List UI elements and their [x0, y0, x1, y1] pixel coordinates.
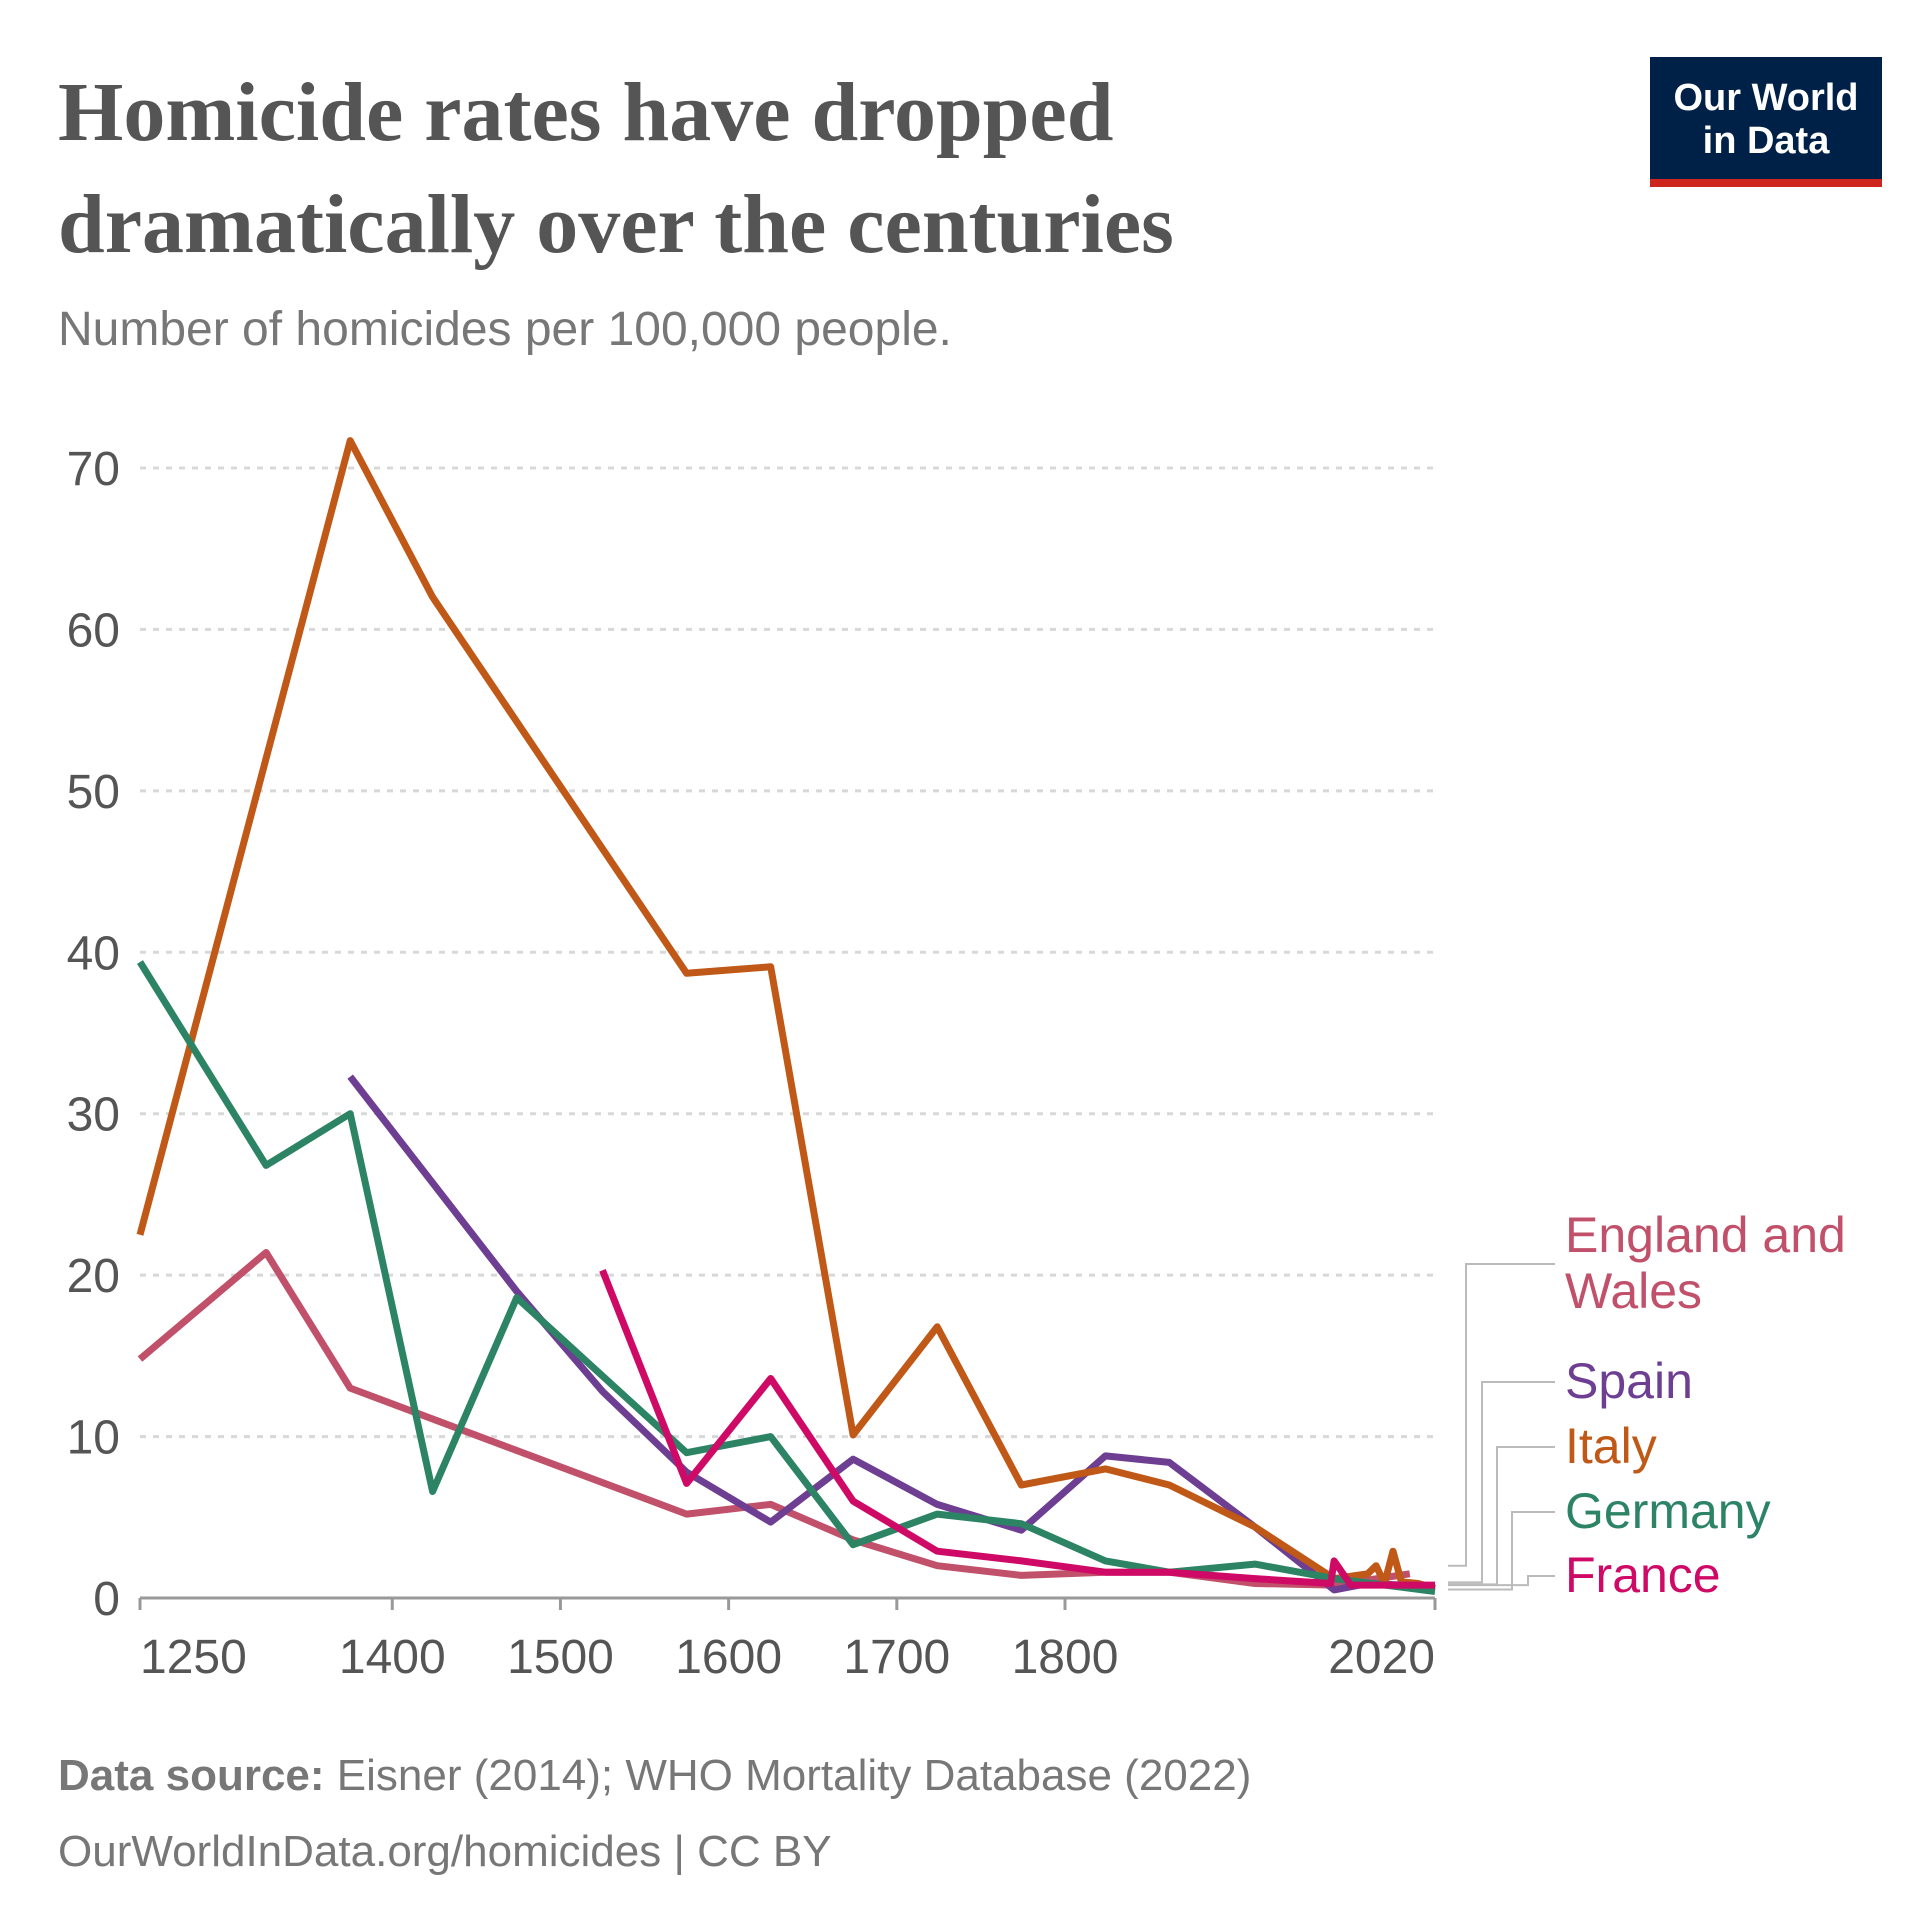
x-tick-label: 1250	[140, 1631, 247, 1684]
x-tick-label: 2020	[1328, 1631, 1435, 1684]
logo-bar	[1650, 179, 1882, 187]
series-line	[347, 1074, 1436, 1594]
source: Data source: Eisner (2014); WHO Mortalit…	[58, 1751, 1251, 1800]
legend-connector	[1448, 1511, 1555, 1591]
title-line: dramatically over the centuries	[58, 178, 1174, 271]
source-label: Data source:	[58, 1751, 325, 1800]
y-tick-label: 10	[67, 1412, 120, 1465]
legend-connector	[1448, 1575, 1555, 1587]
legend-label: Spain	[1565, 1353, 1693, 1409]
plot: 0 10 20 30 40 50 60 70 1250 1400 1500 1600 1700 1800 2…	[67, 437, 1846, 1684]
x-tick-label: 1600	[675, 1631, 782, 1684]
logo-box	[1650, 57, 1882, 179]
legend-connector	[1448, 1263, 1555, 1567]
legend-label: France	[1565, 1547, 1721, 1603]
legend-line: Wales	[1565, 1263, 1702, 1319]
x-tick-label: 1500	[507, 1631, 614, 1684]
logo: Our World in Data	[1650, 57, 1882, 187]
title-line: Homicide rates have dropped	[58, 66, 1113, 159]
legend-label: Germany	[1565, 1483, 1771, 1539]
y-tick-label: 30	[67, 1089, 120, 1142]
logo-text: Our World	[1673, 77, 1858, 119]
x-tick-label: 1400	[339, 1631, 446, 1684]
x-tick-label: 1700	[843, 1631, 950, 1684]
series-line	[136, 437, 1436, 1592]
legend-line: England and	[1565, 1207, 1846, 1263]
y-tick-label: 70	[67, 443, 120, 496]
legend-label: England and Wales	[1565, 1207, 1846, 1319]
y-tick-label: 60	[67, 604, 120, 657]
legend-connector	[1448, 1446, 1555, 1586]
series-line	[599, 1269, 1435, 1589]
y-tick-label: 20	[67, 1250, 120, 1303]
series-line	[137, 960, 1436, 1595]
y-tick-label: 50	[67, 766, 120, 819]
legend-connector	[1448, 1381, 1555, 1584]
y-tick-label: 0	[93, 1573, 120, 1626]
source-text: Eisner (2014); WHO Mortality Database (2…	[337, 1751, 1252, 1800]
logo-text: in Data	[1703, 120, 1831, 162]
series-line	[137, 1249, 1411, 1589]
x-tick-label: 1800	[1012, 1631, 1119, 1684]
url: OurWorldInData.org/homicides | CC BY	[58, 1827, 832, 1876]
chart-title: Homicide rates have dropped dramatically …	[58, 66, 1174, 271]
chart-subtitle: Number of homicides per 100,000 people.	[58, 303, 952, 356]
legend-label: Italy	[1565, 1418, 1657, 1474]
y-tick-label: 40	[67, 927, 120, 980]
